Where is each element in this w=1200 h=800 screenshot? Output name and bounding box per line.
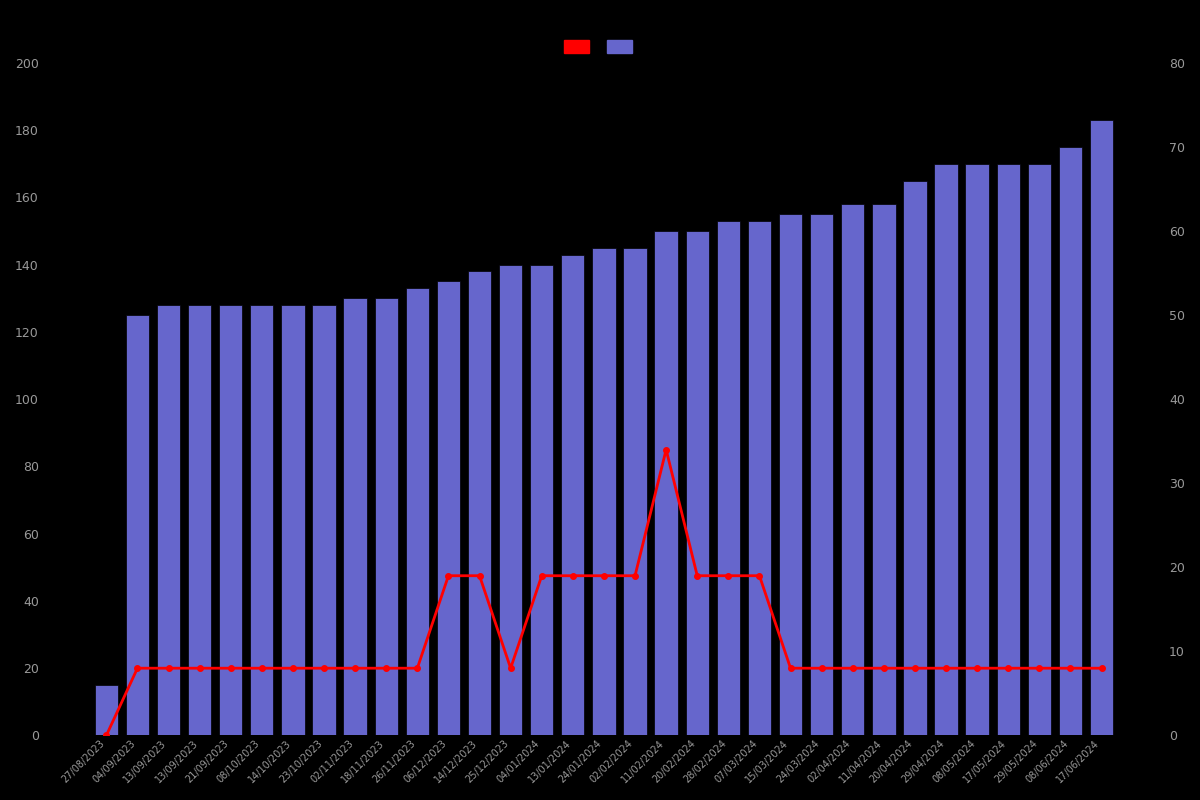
Bar (593, 248, 616, 735)
Bar (250, 305, 274, 735)
Bar (95, 685, 118, 735)
Bar (188, 305, 211, 735)
Bar (281, 305, 305, 735)
Bar (499, 265, 522, 735)
Bar (654, 231, 678, 735)
Bar (716, 221, 740, 735)
Bar (1027, 164, 1051, 735)
Bar (437, 282, 460, 735)
Bar (312, 305, 336, 735)
Bar (966, 164, 989, 735)
Bar (841, 204, 864, 735)
Bar (685, 231, 709, 735)
Bar (530, 265, 553, 735)
Bar (1058, 147, 1082, 735)
Bar (468, 271, 491, 735)
Bar (996, 164, 1020, 735)
Bar (406, 288, 428, 735)
Bar (126, 315, 149, 735)
Bar (810, 214, 833, 735)
Bar (872, 204, 895, 735)
Bar (374, 298, 398, 735)
Bar (343, 298, 367, 735)
Bar (779, 214, 803, 735)
Bar (220, 305, 242, 735)
Legend: , : , (560, 36, 648, 58)
Bar (623, 248, 647, 735)
Bar (157, 305, 180, 735)
Bar (1090, 120, 1114, 735)
Bar (904, 181, 926, 735)
Bar (935, 164, 958, 735)
Bar (562, 254, 584, 735)
Bar (748, 221, 772, 735)
